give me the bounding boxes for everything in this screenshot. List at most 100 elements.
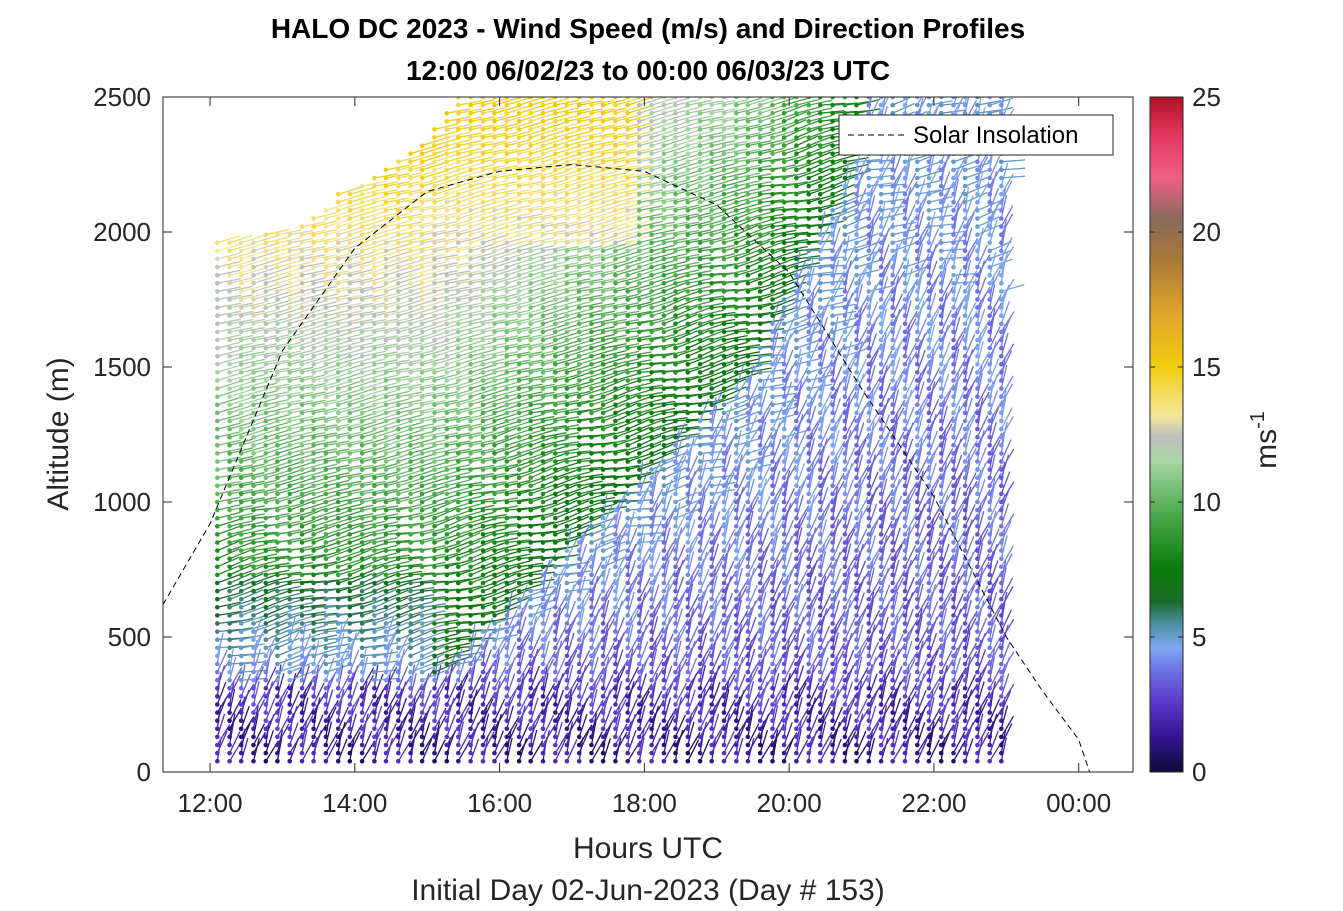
wind-barb — [216, 681, 227, 705]
wind-barb — [229, 413, 253, 422]
wind-barb-point — [528, 515, 533, 521]
wind-barb-point — [516, 629, 522, 634]
wind-barb — [494, 242, 518, 252]
wind-barb-point — [311, 726, 316, 732]
wind-barb-point — [432, 572, 437, 578]
wind-barb-point — [335, 418, 341, 424]
wind-barb-point — [576, 434, 582, 440]
wind-barb-point — [251, 321, 256, 327]
wind-barb — [385, 164, 410, 171]
wind-barb — [216, 730, 228, 754]
wind-barb — [470, 243, 494, 252]
wind-barb-point — [263, 483, 269, 489]
wind-barb-point — [444, 281, 450, 286]
wind-barb — [493, 642, 507, 665]
wind-barb-point — [419, 272, 425, 278]
wind-barb-point — [263, 580, 269, 586]
wind-barb — [470, 592, 494, 600]
wind-barb-point — [396, 200, 401, 205]
wind-barb-point — [335, 718, 341, 723]
wind-barb-point — [251, 758, 256, 764]
wind-barb-point — [600, 694, 606, 699]
wind-barb-point — [528, 410, 533, 416]
wind-barb-point — [564, 402, 570, 408]
wind-barb — [506, 235, 531, 244]
wind-barb-point — [383, 426, 389, 432]
wind-barb-point — [408, 370, 413, 375]
wind-barb — [555, 137, 579, 147]
wind-barb-point — [251, 386, 256, 391]
wind-barb-point — [323, 353, 329, 359]
wind-barb-point — [600, 240, 606, 246]
wind-barb — [252, 666, 265, 689]
wind-barb — [398, 577, 422, 584]
wind-barb-point — [408, 264, 413, 270]
wind-barb-point — [553, 97, 558, 100]
wind-barb-point — [299, 410, 305, 416]
wind-barb-point — [251, 507, 256, 513]
wind-barb-point — [263, 281, 269, 286]
wind-barb — [277, 469, 301, 479]
wind-barb-point — [263, 540, 269, 545]
wind-barb-point — [589, 297, 594, 302]
wind-barb-point — [275, 532, 280, 537]
wind-barb — [374, 429, 398, 438]
wind-barb-point — [396, 742, 401, 748]
wind-barb-point — [227, 677, 232, 683]
wind-barb-point — [287, 475, 293, 481]
wind-barb — [325, 294, 350, 301]
wind-barb — [410, 268, 434, 276]
wind-barb — [518, 172, 543, 179]
wind-barb-point — [492, 127, 497, 132]
wind-barb-point — [238, 596, 244, 602]
wind-barb-point — [383, 410, 389, 416]
wind-barb — [385, 737, 394, 762]
wind-barb-point — [528, 175, 533, 181]
wind-barb — [482, 357, 507, 365]
wind-barb — [289, 500, 313, 511]
wind-barb-point — [311, 515, 316, 521]
wind-barb — [482, 464, 507, 471]
wind-barb — [421, 269, 446, 276]
wind-barb-point — [553, 653, 558, 659]
wind-barb-point — [540, 337, 546, 343]
wind-barb-point — [227, 572, 232, 578]
wind-barb-point — [432, 264, 437, 270]
wind-barb-point — [528, 321, 533, 327]
wind-barb — [265, 429, 289, 438]
wind-barb-point — [456, 758, 461, 764]
wind-barb-point — [383, 224, 389, 229]
wind-barb-point — [540, 183, 546, 189]
wind-barb-point — [359, 507, 365, 513]
wind-barb — [325, 253, 350, 260]
wind-barb-point — [528, 572, 533, 578]
wind-barb — [482, 259, 507, 268]
wind-barb — [482, 564, 506, 576]
wind-barb-point — [432, 588, 437, 594]
wind-barb-point — [468, 297, 473, 302]
wind-barb-point — [311, 434, 316, 440]
wind-barb-point — [540, 653, 546, 659]
wind-barb-point — [227, 386, 232, 391]
wind-barb-point — [444, 119, 450, 124]
wind-barb-point — [504, 232, 510, 237]
wind-barb — [277, 585, 302, 592]
wind-barb-point — [456, 418, 461, 424]
wind-barb — [361, 358, 386, 365]
wind-barb-point — [480, 483, 486, 489]
wind-barb-point — [227, 313, 232, 319]
wind-barb — [325, 464, 350, 471]
wind-barb-point — [383, 653, 389, 659]
wind-barb-point — [275, 694, 280, 699]
wind-barb — [229, 243, 253, 252]
wind-barb-point — [323, 686, 329, 691]
wind-barb-point — [227, 467, 232, 472]
wind-barb — [506, 375, 531, 382]
wind-barb-point — [396, 321, 401, 327]
wind-barb-point — [576, 637, 582, 642]
wind-barb-point — [347, 378, 353, 383]
wind-barb — [229, 388, 253, 398]
wind-barb-point — [600, 426, 606, 432]
wind-barb — [253, 267, 277, 276]
wind-barb — [530, 105, 554, 114]
